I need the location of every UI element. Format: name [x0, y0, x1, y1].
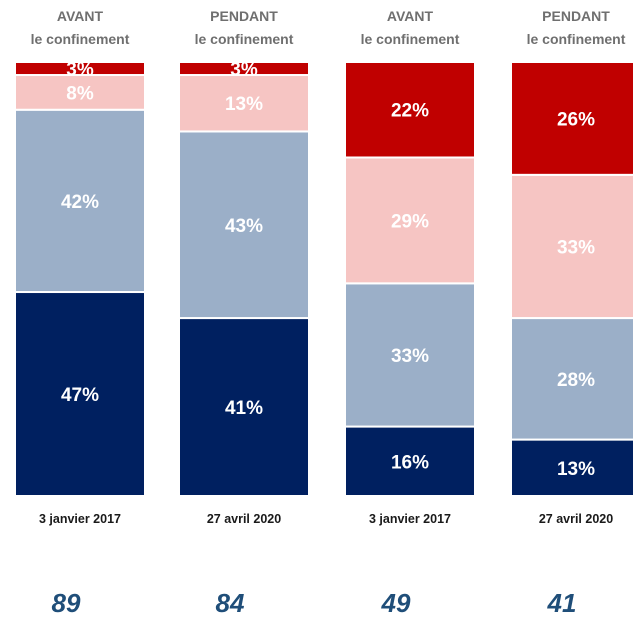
pink-segment — [344, 156, 476, 285]
column-header-line2: le confinement — [31, 31, 130, 47]
column-header-line1: PENDANT — [542, 8, 610, 24]
column-header-line2: le confinement — [195, 31, 294, 47]
segment-value-label: 47% — [61, 385, 99, 406]
column-total-value: 49 — [381, 588, 411, 618]
red-segment — [344, 61, 476, 159]
column-date-label: 27 avril 2020 — [539, 512, 613, 526]
segment-value-label: 41% — [225, 398, 263, 419]
segment-value-label: 13% — [225, 94, 263, 115]
light-blue-segment — [178, 130, 310, 320]
navy-segment — [178, 317, 310, 497]
segment-value-label: 28% — [557, 370, 595, 391]
column-date-label: 3 janvier 2017 — [369, 512, 451, 526]
red-segment — [14, 61, 146, 77]
pink-segment — [510, 173, 633, 320]
segment-value-label: 29% — [391, 211, 429, 232]
column-date-label: 3 janvier 2017 — [39, 512, 121, 526]
light-blue-segment — [14, 108, 146, 294]
segment-value-label: 33% — [391, 346, 429, 367]
column-total-value: 41 — [547, 588, 577, 618]
column-total-value: 89 — [52, 588, 81, 618]
red-segment — [178, 61, 310, 77]
navy-segment — [510, 438, 633, 497]
light-blue-segment — [344, 282, 476, 428]
segment-value-label: 26% — [557, 109, 595, 130]
segment-value-label: 13% — [557, 459, 595, 480]
segment-value-label: 3% — [66, 60, 94, 81]
column-header-line2: le confinement — [361, 31, 460, 47]
red-segment — [510, 61, 633, 176]
column-header-line2: le confinement — [527, 31, 626, 47]
navy-segment — [14, 291, 146, 497]
column-total-value: 84 — [216, 588, 245, 618]
column-date-label: 27 avril 2020 — [207, 512, 281, 526]
segment-value-label: 16% — [391, 452, 429, 473]
segment-value-label: 42% — [61, 192, 99, 213]
light-blue-segment — [510, 317, 633, 441]
navy-segment — [344, 425, 476, 497]
column-header-line1: AVANT — [57, 8, 104, 24]
segment-value-label: 43% — [225, 216, 263, 237]
column-header-line1: AVANT — [387, 8, 434, 24]
segment-value-label: 3% — [230, 60, 258, 81]
pink-segment — [178, 74, 310, 133]
column-header-line1: PENDANT — [210, 8, 278, 24]
segment-value-label: 8% — [66, 83, 94, 104]
segment-value-label: 22% — [391, 101, 429, 122]
segment-value-label: 33% — [557, 237, 595, 258]
